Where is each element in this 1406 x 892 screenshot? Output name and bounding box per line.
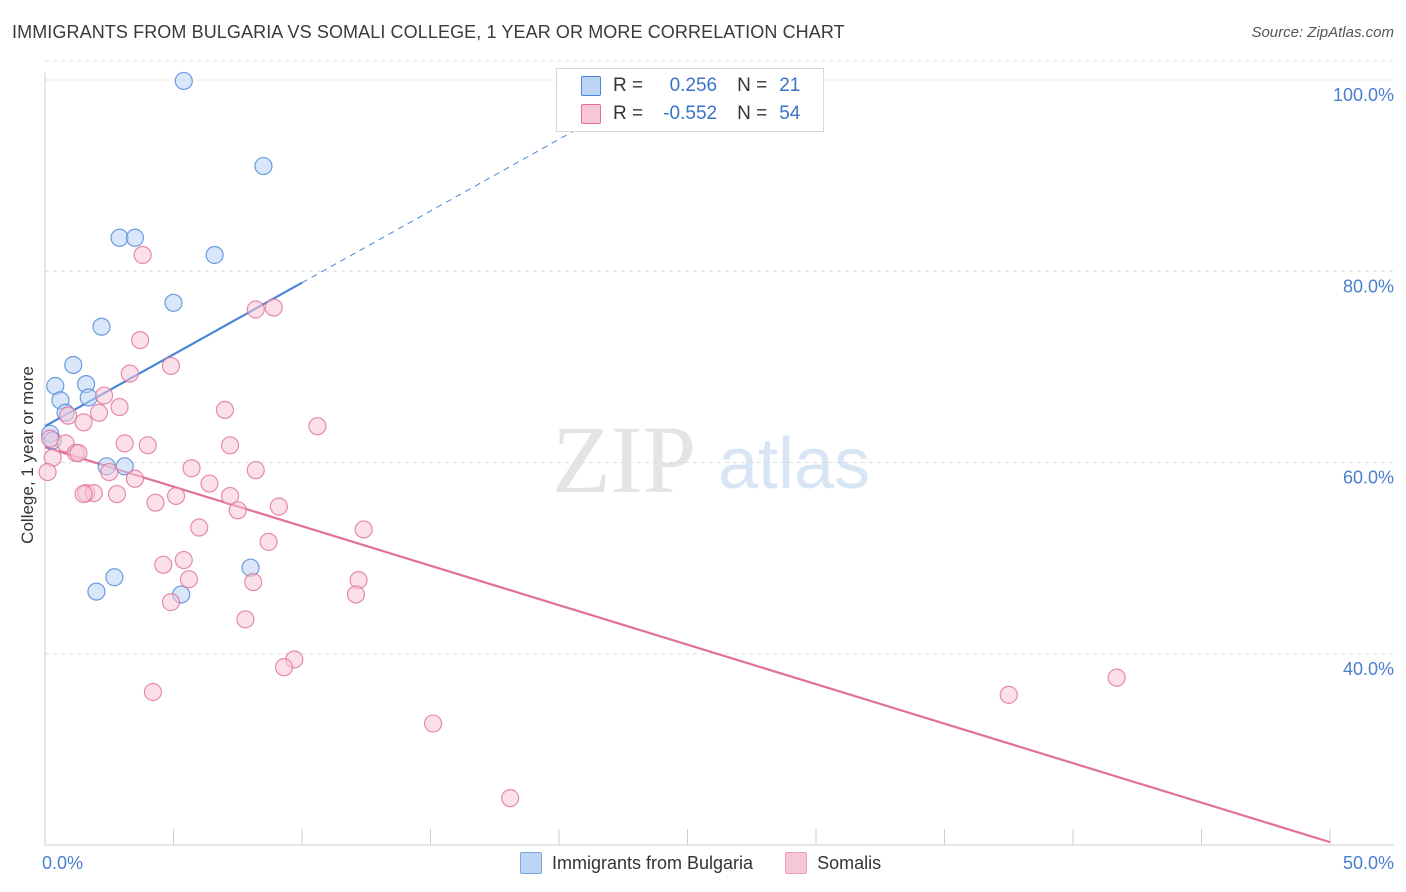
- point-somalis: [59, 406, 78, 425]
- series-legend: Immigrants from Bulgaria Somalis: [520, 852, 881, 874]
- point-somalis: [274, 658, 294, 677]
- point-somalis: [244, 572, 263, 592]
- data-points: [38, 71, 1126, 808]
- point-somalis: [190, 518, 209, 537]
- point-somalis: [100, 462, 119, 482]
- legend-label-somalis: Somalis: [817, 852, 882, 873]
- point-bulgaria: [105, 568, 124, 587]
- point-somalis: [423, 714, 443, 733]
- legend-swatch-bulgaria: [520, 852, 542, 874]
- point-somalis: [133, 245, 152, 265]
- legend-swatch-blue: [581, 76, 601, 96]
- trend-extension-bulgaria: [301, 110, 611, 284]
- x-tick-label-max: 50.0%: [1343, 853, 1394, 873]
- point-somalis: [74, 484, 93, 504]
- legend-row-somalis: R = -0.552 N = 54: [581, 101, 800, 127]
- legend-r-label: R =: [613, 103, 644, 124]
- point-bulgaria: [125, 228, 145, 247]
- point-somalis: [220, 436, 240, 455]
- point-somalis: [110, 397, 129, 417]
- y-tick-label: 60.0%: [1343, 468, 1394, 488]
- point-somalis: [38, 462, 57, 482]
- legend-r-value: -0.552: [663, 103, 718, 124]
- point-bulgaria: [64, 355, 83, 375]
- point-somalis: [166, 486, 186, 506]
- point-somalis: [143, 682, 163, 702]
- point-somalis: [259, 532, 278, 551]
- point-somalis: [115, 434, 134, 453]
- point-somalis: [228, 501, 247, 520]
- legend-swatch-somalis: [785, 852, 808, 874]
- point-somalis: [1107, 668, 1126, 687]
- point-somalis: [215, 400, 234, 420]
- point-bulgaria: [205, 245, 224, 265]
- point-somalis: [161, 593, 181, 612]
- y-tick-label: 80.0%: [1343, 276, 1394, 296]
- point-somalis: [125, 469, 145, 488]
- point-somalis: [246, 461, 265, 480]
- x-tick-label-min: 0.0%: [42, 853, 83, 873]
- legend-row-bulgaria: R = 0.256 N = 21: [581, 73, 800, 99]
- legend-n-label: N =: [737, 75, 768, 96]
- point-bulgaria: [254, 156, 273, 176]
- point-somalis: [220, 486, 240, 506]
- y-tick-labels: 40.0% 60.0% 80.0% 100.0%: [1333, 85, 1394, 679]
- point-bulgaria: [174, 71, 193, 91]
- point-somalis: [246, 300, 265, 319]
- point-somalis: [236, 610, 255, 629]
- legend-n-value: 21: [779, 75, 801, 96]
- point-bulgaria: [110, 228, 129, 247]
- point-somalis: [154, 555, 173, 574]
- watermark-atlas: atlas: [718, 424, 870, 504]
- legend-r-value: 0.256: [669, 75, 718, 96]
- point-somalis: [264, 298, 283, 317]
- point-somalis: [95, 386, 114, 405]
- point-somalis: [107, 484, 127, 504]
- point-somalis: [41, 429, 60, 448]
- legend-r-label: R =: [613, 75, 644, 96]
- point-somalis: [89, 403, 109, 422]
- legend-label-bulgaria: Immigrants from Bulgaria: [552, 852, 754, 873]
- point-somalis: [269, 497, 288, 516]
- y-tick-label: 100.0%: [1333, 85, 1394, 105]
- y-axis-label: College, 1 year or more: [18, 366, 37, 544]
- legend-n-label: N =: [737, 103, 768, 124]
- point-bulgaria: [92, 317, 111, 336]
- point-somalis: [179, 570, 199, 589]
- trend-line-somalis: [44, 446, 1331, 844]
- y-tick-label: 40.0%: [1343, 659, 1394, 679]
- point-somalis: [161, 356, 181, 376]
- correlation-legend: R = 0.256 N = 21 R = -0.552 N = 54: [556, 68, 824, 132]
- chart-title: IMMIGRANTS FROM BULGARIA VS SOMALI COLLE…: [12, 22, 845, 42]
- point-somalis: [354, 520, 373, 539]
- point-somalis: [501, 789, 520, 808]
- point-somalis: [138, 436, 157, 455]
- point-somalis: [130, 331, 150, 350]
- legend-swatch-pink: [581, 104, 601, 124]
- legend-n-value: 54: [779, 103, 801, 124]
- point-somalis: [308, 417, 327, 436]
- point-somalis: [346, 585, 366, 604]
- point-somalis: [200, 474, 219, 493]
- point-somalis: [146, 493, 165, 512]
- point-somalis: [74, 413, 93, 432]
- watermark-zip: ZIP: [552, 406, 696, 513]
- point-somalis: [69, 443, 88, 463]
- point-somalis: [182, 459, 201, 478]
- point-bulgaria: [164, 293, 183, 312]
- point-bulgaria: [87, 582, 106, 601]
- point-somalis: [120, 364, 139, 383]
- point-somalis: [174, 550, 193, 570]
- point-bulgaria: [79, 388, 98, 407]
- point-somalis: [999, 685, 1018, 704]
- chart-source: Source: ZipAtlas.com: [1251, 24, 1394, 41]
